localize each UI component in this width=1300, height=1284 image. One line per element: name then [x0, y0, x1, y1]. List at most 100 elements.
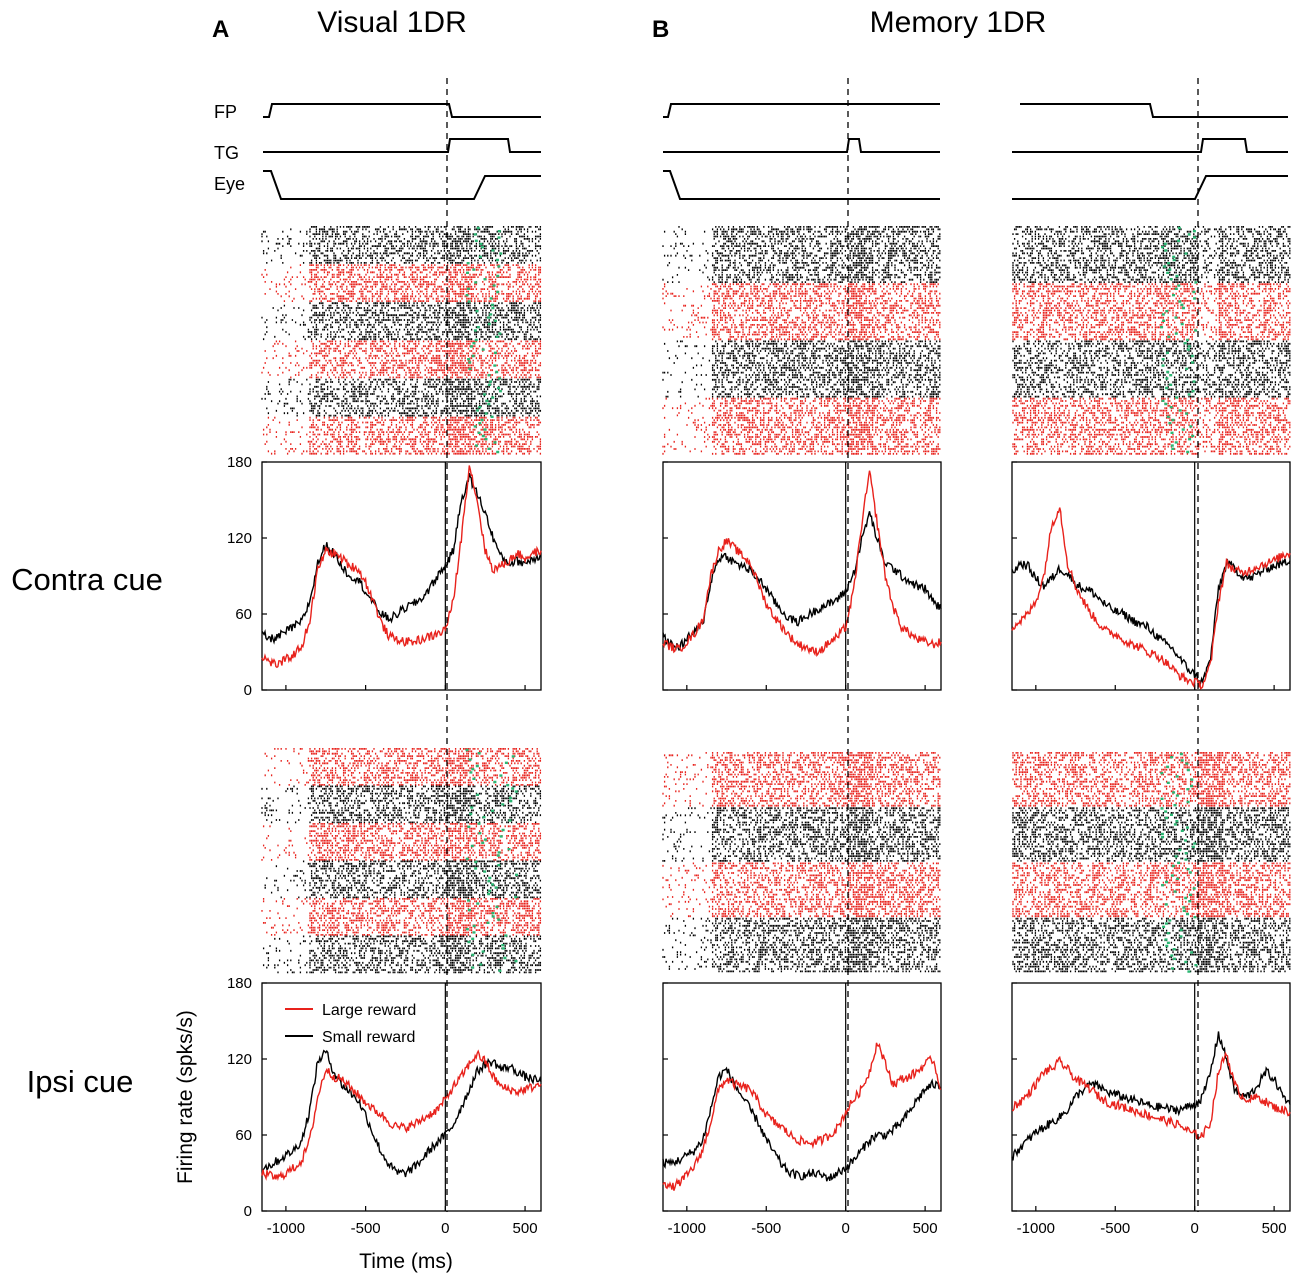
plot-frame — [1011, 982, 1291, 1212]
raster-band-large — [261, 898, 542, 936]
raster-band-large — [662, 397, 941, 455]
chart-memory_sacc_contra — [1011, 461, 1291, 691]
series-large-reward — [261, 1049, 542, 1182]
plot-frame — [662, 461, 942, 691]
y-tick-label: 180 — [227, 454, 252, 471]
x-tick-label: 500 — [513, 1220, 538, 1237]
fp-label: FP — [214, 102, 237, 122]
raster-band-large — [1012, 397, 1291, 455]
ipsi-cue-label: Ipsi cue — [27, 1064, 134, 1099]
series-large-reward — [1011, 1051, 1291, 1140]
x-tick-label: -1000 — [1017, 1220, 1055, 1237]
raster-band-small — [1012, 226, 1291, 283]
raster-band-large — [1012, 283, 1291, 341]
firing-rate-plots: 0 60 120 180 -1000 -500 0 500 0 60 120 180 -1000 -500… — [227, 454, 1291, 1237]
raster-4 — [662, 752, 941, 973]
series-small-reward — [662, 511, 942, 651]
y-tick-label: 120 — [227, 530, 252, 547]
series-small-reward — [1011, 558, 1291, 685]
chart-visual_contra: 0 60 120 180 — [227, 454, 542, 699]
legend-large-label: Large reward — [322, 1002, 416, 1019]
series-large-reward — [261, 465, 542, 669]
series-small-reward — [662, 1066, 942, 1182]
x-tick-label: 0 — [1191, 1220, 1199, 1237]
x-tick-label: 0 — [842, 1220, 850, 1237]
raster-band-large — [1012, 862, 1291, 918]
y-tick-label: 60 — [235, 606, 252, 623]
raster-band-large — [662, 283, 941, 341]
x-tick-label: 500 — [913, 1220, 938, 1237]
raster-3 — [261, 748, 542, 974]
raster-5 — [1012, 752, 1291, 973]
fp-trace-visual — [263, 103, 541, 118]
raster-band-large — [1012, 752, 1291, 807]
raster-plots — [261, 226, 1291, 974]
chart-memory_cue_contra — [662, 461, 942, 691]
x-tick-label: 500 — [1262, 1220, 1287, 1237]
x-tick-label: -500 — [351, 1220, 381, 1237]
legend-small-label: Small reward — [322, 1029, 415, 1046]
y-tick-label: 0 — [244, 1203, 252, 1220]
x-tick-label: 0 — [441, 1220, 449, 1237]
raster-band-large — [261, 340, 542, 379]
raster-0 — [261, 226, 542, 455]
x-tick-label: -500 — [751, 1220, 781, 1237]
eye-trace-memcue — [663, 170, 940, 200]
tg-trace-memcue — [663, 138, 940, 153]
raster-band-large — [662, 862, 941, 918]
raster-band-large — [264, 748, 542, 786]
saccade-markers — [465, 748, 518, 972]
panel-b-letter: B — [652, 16, 669, 43]
raster-band-small — [261, 378, 542, 417]
raster-band-small — [264, 860, 542, 899]
saccade-markers — [1160, 226, 1198, 454]
eye-trace-memsacc — [1012, 175, 1288, 200]
fp-trace-memsacc — [1020, 103, 1288, 118]
series-large-reward — [1011, 507, 1291, 690]
raster-band-small — [261, 302, 542, 341]
eye-trace-visual — [263, 170, 541, 200]
raster-band-small — [1012, 917, 1291, 973]
saccade-markers — [1160, 752, 1198, 973]
eye-label: Eye — [214, 174, 245, 194]
y-tick-label: 60 — [235, 1127, 252, 1144]
plot-frame — [261, 461, 542, 691]
x-axis-label: Time (ms) — [359, 1250, 453, 1273]
panel-a-letter: A — [212, 16, 229, 43]
raster-band-large — [662, 752, 941, 807]
series-large-reward — [662, 1042, 942, 1191]
y-tick-label: 120 — [227, 1051, 252, 1068]
raster-band-small — [261, 226, 542, 264]
raster-1 — [662, 226, 941, 455]
raster-band-small — [662, 917, 941, 973]
series-small-reward — [1011, 1031, 1291, 1161]
fp-trace-memcue — [663, 103, 940, 118]
plot-frame — [261, 982, 542, 1212]
raster-band-small — [261, 785, 542, 824]
tg-trace-visual — [263, 138, 541, 153]
y-tick-label: 0 — [244, 682, 252, 699]
y-axis-label: Firing rate (spks/s) — [174, 1010, 197, 1184]
chart-visual_ipsi: -1000 -500 0 500 0 60 120 180 — [227, 975, 542, 1237]
raster-band-small — [662, 226, 941, 283]
contra-cue-label: Contra cue — [11, 562, 163, 597]
y-tick-label: 180 — [227, 975, 252, 992]
chart-memory_sacc_ipsi: -1000 -500 0 500 — [1011, 982, 1291, 1237]
alignment-lines — [446, 78, 1199, 1212]
plot-frame — [1011, 461, 1291, 691]
series-small-reward — [261, 473, 541, 645]
raster-band-large — [262, 416, 542, 455]
raster-band-small — [662, 340, 941, 398]
plot-frame — [662, 982, 942, 1212]
x-tick-label: -1000 — [668, 1220, 706, 1237]
raster-band-small — [1012, 807, 1291, 862]
raster-band-small — [262, 935, 542, 974]
raster-band-small — [662, 807, 941, 862]
x-tick-label: -500 — [1100, 1220, 1130, 1237]
tg-label: TG — [214, 143, 239, 163]
series-large-reward — [662, 470, 942, 657]
chart-memory_cue_ipsi: -1000 -500 0 500 — [662, 982, 942, 1237]
raster-2 — [1012, 226, 1291, 455]
raster-band-large — [261, 264, 542, 302]
